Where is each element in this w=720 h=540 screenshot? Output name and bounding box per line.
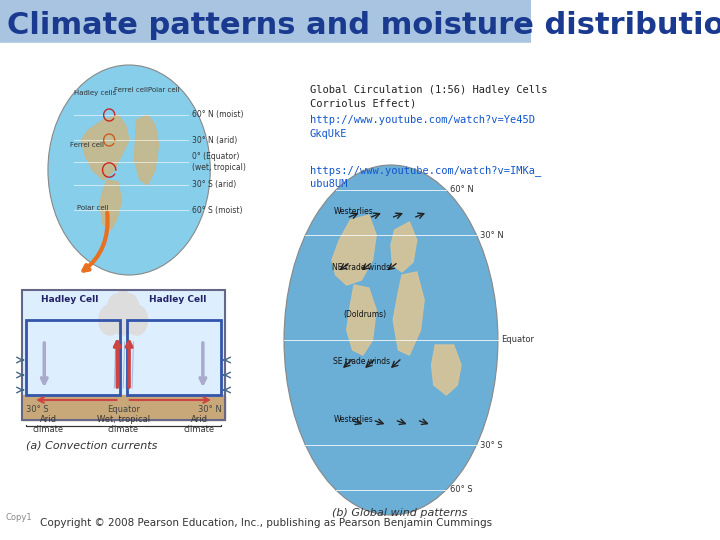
Text: NE trade winds: NE trade winds bbox=[333, 264, 390, 273]
Text: (a) Convection currents: (a) Convection currents bbox=[26, 440, 157, 450]
Text: Hadley Cell: Hadley Cell bbox=[149, 295, 207, 304]
Text: GkqUkE: GkqUkE bbox=[310, 129, 347, 139]
Text: 60° N (moist): 60° N (moist) bbox=[192, 111, 243, 119]
Circle shape bbox=[114, 291, 132, 315]
Text: 30° N: 30° N bbox=[199, 405, 222, 414]
Polygon shape bbox=[81, 115, 129, 180]
Polygon shape bbox=[332, 215, 377, 285]
Text: https://www.youtube.com/watch?v=IMKa_: https://www.youtube.com/watch?v=IMKa_ bbox=[310, 165, 541, 176]
Circle shape bbox=[125, 305, 148, 335]
Circle shape bbox=[99, 305, 121, 335]
Text: SE trade winds: SE trade winds bbox=[333, 357, 390, 367]
Text: http://www.youtube.com/watch?v=Ye45D: http://www.youtube.com/watch?v=Ye45D bbox=[310, 115, 535, 125]
Text: Copy1: Copy1 bbox=[6, 513, 32, 522]
Text: Ferrel cell: Ferrel cell bbox=[114, 87, 148, 93]
Text: Hadley Cell: Hadley Cell bbox=[40, 295, 98, 304]
Text: Global Circulation (1:56) Hadley Cells: Global Circulation (1:56) Hadley Cells bbox=[310, 85, 547, 95]
Ellipse shape bbox=[48, 65, 210, 275]
Ellipse shape bbox=[284, 165, 498, 515]
Text: Copyright © 2008 Pearson Education, Inc., publishing as Pearson Benjamin Cumming: Copyright © 2008 Pearson Education, Inc.… bbox=[40, 518, 492, 528]
Circle shape bbox=[109, 295, 138, 335]
Text: 60° S: 60° S bbox=[450, 485, 472, 495]
Text: Westerlies: Westerlies bbox=[334, 207, 374, 217]
Text: 60° S (moist): 60° S (moist) bbox=[192, 206, 243, 214]
Bar bbox=[0, 0, 531, 43]
Text: 60° N: 60° N bbox=[450, 186, 474, 194]
Text: Ferrel cell: Ferrel cell bbox=[70, 142, 104, 148]
Text: 30° N (arid): 30° N (arid) bbox=[192, 136, 237, 145]
Polygon shape bbox=[99, 180, 122, 230]
Text: Westerlies: Westerlies bbox=[334, 415, 374, 424]
Polygon shape bbox=[347, 285, 377, 355]
Text: (Doldrums): (Doldrums) bbox=[343, 310, 387, 320]
Polygon shape bbox=[393, 272, 424, 355]
Bar bbox=[22, 290, 225, 420]
Bar bbox=[22, 290, 225, 420]
Bar bbox=[26, 320, 120, 395]
Text: Arid
climate: Arid climate bbox=[184, 415, 215, 434]
Circle shape bbox=[120, 294, 139, 320]
Text: Polar cell: Polar cell bbox=[148, 87, 179, 93]
Text: Wet, tropical
climate: Wet, tropical climate bbox=[96, 415, 150, 434]
Text: 30° S: 30° S bbox=[26, 405, 48, 414]
Text: Equator: Equator bbox=[502, 335, 535, 345]
Text: 0° (Equator)
(wet, tropical): 0° (Equator) (wet, tropical) bbox=[192, 152, 246, 172]
Polygon shape bbox=[431, 345, 461, 395]
Text: Arid
climate: Arid climate bbox=[32, 415, 63, 434]
Text: Corriolus Effect): Corriolus Effect) bbox=[310, 99, 416, 109]
Text: Climate patterns and moisture distribution: Climate patterns and moisture distributi… bbox=[7, 10, 720, 39]
Bar bbox=[22, 395, 225, 420]
Text: Polar cell: Polar cell bbox=[78, 205, 109, 211]
Text: 30° N: 30° N bbox=[480, 231, 504, 240]
Text: Equator: Equator bbox=[107, 405, 140, 414]
Text: 30° S: 30° S bbox=[480, 441, 503, 449]
Polygon shape bbox=[134, 115, 158, 185]
Bar bbox=[127, 320, 221, 395]
Text: 30° S (arid): 30° S (arid) bbox=[192, 180, 236, 190]
Polygon shape bbox=[391, 222, 417, 272]
Circle shape bbox=[108, 294, 127, 320]
Text: ubu8UM: ubu8UM bbox=[310, 179, 347, 189]
Text: (b) Global wind patterns: (b) Global wind patterns bbox=[332, 508, 467, 518]
Text: Hadley cells: Hadley cells bbox=[73, 90, 116, 96]
